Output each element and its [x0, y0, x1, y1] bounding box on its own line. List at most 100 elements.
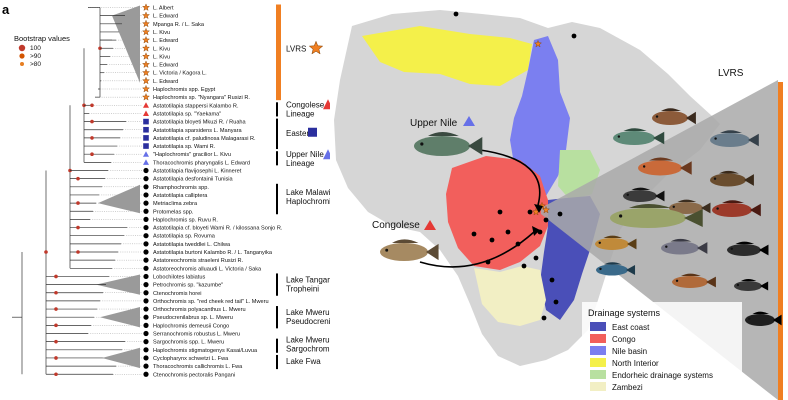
- clade-bar: [276, 118, 278, 150]
- drainage-swatch: [590, 334, 606, 343]
- taxon-dot-marker: [143, 257, 149, 263]
- fish-image: [613, 128, 665, 145]
- taxon-label: Mpanga R. / L. Saka: [153, 22, 205, 28]
- taxon-dot-marker: [143, 200, 149, 206]
- taxon-label: Astatoreochromis straeleni Rusizi R.: [153, 258, 244, 264]
- clade-label-line1: Eastern: [286, 129, 314, 138]
- drainage-label: Congo: [612, 335, 636, 344]
- clade-label-line2: Pseudocrenilabrus: [286, 317, 352, 326]
- taxon-label: L. Kivu: [153, 54, 170, 60]
- taxon-dot-marker: [143, 330, 149, 337]
- clade-label-line1: LVRS: [286, 44, 306, 53]
- fish-image: [623, 187, 665, 202]
- taxon-label: Haplochromis demeusii Congo: [153, 323, 229, 329]
- sampling-site-dot: [489, 237, 495, 243]
- clade-bar: [276, 273, 278, 296]
- sampling-site-dot: [521, 263, 527, 269]
- taxon-dot-marker: [143, 216, 149, 222]
- bootstrap-legend-dot: [18, 44, 26, 52]
- bootstrap-node: [54, 274, 58, 279]
- lvrs-star-marker: [142, 76, 150, 85]
- sampling-site-dot: [471, 231, 477, 237]
- phylogenetic-tree: [12, 5, 142, 377]
- taxon-label: Pseudocrenilabrus sp. L. Mweru: [153, 315, 233, 321]
- taxon-dot-marker: [143, 241, 149, 247]
- taxon-label: Haplochromis sp. "Nyangara" Rusizi R.: [153, 95, 250, 101]
- upper-nile-triangle: [463, 116, 475, 126]
- bootstrap-legend: Bootstrap values 100>90>80: [14, 34, 70, 68]
- bootstrap-node: [76, 176, 80, 181]
- congolese-triangle: [424, 220, 436, 230]
- taxon-dot-marker: [143, 290, 149, 296]
- taxon-label: Thoracochromis pharyngalis L. Edward: [153, 160, 250, 166]
- collapsed-clade: [112, 5, 140, 83]
- taxon-label: L. Edward: [153, 14, 178, 20]
- lvrs-star-marker: [142, 11, 150, 20]
- lvrs-star-marker: [142, 3, 150, 11]
- clade-bar: [276, 4, 281, 101]
- bootstrap-node: [54, 307, 58, 311]
- taxon-dot-marker: [143, 322, 149, 328]
- taxon-label: Astatotilapia sp. Rovuma: [153, 234, 216, 240]
- taxon-label: Metriaclima zebra: [153, 201, 198, 207]
- taxon-label: L. Edward: [153, 38, 178, 44]
- north-interior-region: [362, 26, 532, 86]
- fish-image: [652, 108, 696, 125]
- fish-image: [734, 279, 769, 291]
- taxon-label: Astatotilapia bloyeti Mkuzi R. / Ruaha: [153, 120, 247, 126]
- sampling-site-dot: [505, 229, 511, 235]
- taxon-dot-marker: [143, 363, 149, 369]
- taxon-labels: L. Albert L. Edward Mpanga R. / L. Saka L. …: [142, 3, 283, 378]
- clade-label-line2: Lineage: [286, 159, 315, 168]
- taxon-dot-marker: [143, 208, 149, 214]
- clade-label-line2: Haplochromines: [286, 197, 344, 206]
- eastern-square-marker: [143, 143, 149, 149]
- taxon-dot-marker: [143, 314, 149, 320]
- lvrs-star-marker: [142, 68, 150, 77]
- collapsed-clade: [98, 184, 140, 214]
- lvrs-star-marker: [142, 60, 150, 68]
- taxon-label: L. Kivu: [153, 46, 170, 52]
- taxon-label: L. Edward: [153, 63, 178, 69]
- taxon-dot-marker: [143, 339, 149, 345]
- nile-basin-region: [510, 36, 570, 200]
- panel-a-letter: a: [2, 2, 10, 17]
- bootstrap-node: [76, 225, 80, 230]
- bootstrap-node: [90, 136, 94, 140]
- lvrs-star-marker: [142, 84, 150, 93]
- drainage-swatch: [590, 370, 606, 379]
- taxon-label: Orthochromis polyacanthus L. Mweru: [153, 307, 246, 313]
- bootstrap-node: [90, 103, 94, 108]
- upper-nile-arrowhead: [534, 204, 543, 213]
- bootstrap-node: [76, 201, 80, 205]
- taxon-label: Rhamphochromis spp.: [153, 185, 209, 191]
- collapsed-clade: [96, 274, 140, 295]
- lvrs-star-marker: [142, 52, 150, 60]
- fish-image: [710, 130, 759, 147]
- drainage-label: Nile basin: [612, 347, 647, 356]
- taxon-label: Ctenochromis horei: [153, 291, 202, 297]
- upper-nile-triangle-marker: [143, 151, 149, 157]
- lvrs-star-marker: [142, 44, 150, 52]
- clade-label-line1: Lake Fwa: [286, 357, 321, 366]
- drainage-label: Endorheic drainage systems: [612, 371, 713, 380]
- drainage-swatch: [590, 382, 606, 391]
- taxon-label: Astatotilapia sparsidens L. Manyara: [153, 128, 243, 134]
- taxon-label: Astatotilapia tweddlei L. Chilwa: [153, 242, 231, 248]
- zambezi-region: [474, 266, 546, 326]
- taxon-dot-marker: [143, 249, 149, 255]
- clade-label-line1: Lake Malawi: [286, 188, 331, 197]
- sampling-site-dot: [497, 209, 503, 215]
- fish-image: [380, 239, 439, 261]
- sampling-site-dot: [541, 315, 547, 321]
- taxon-label: Haplochromis stigmatogenys Kasai/Luvua: [153, 348, 258, 354]
- congolese-arrowhead: [532, 226, 540, 236]
- congolese-arrow: [419, 231, 535, 268]
- clade-bar: [276, 102, 278, 117]
- bootstrap-node: [54, 339, 58, 344]
- sampling-site-dot: [549, 277, 555, 283]
- fish-image: [710, 170, 754, 187]
- taxon-label: Astatotilapia cf. paludinosa Malagarasi …: [153, 136, 256, 142]
